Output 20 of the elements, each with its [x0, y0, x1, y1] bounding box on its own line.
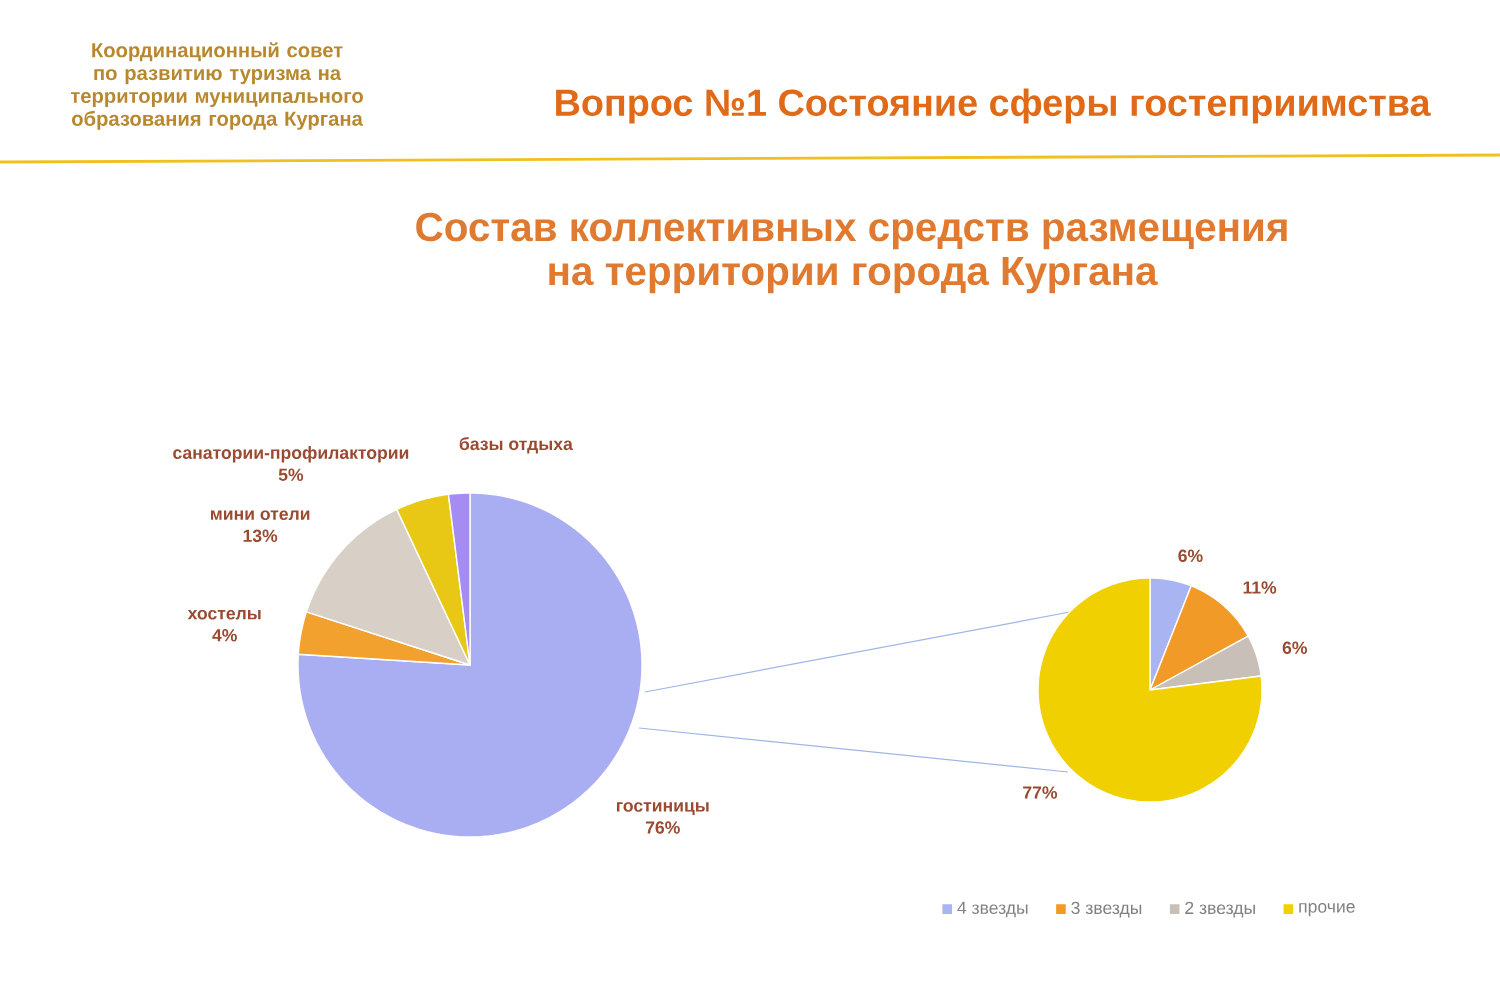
- data-label: 4%: [212, 629, 237, 642]
- text: Состав коллективных средств размещения на территории города Кургана: [416, 212, 1287, 294]
- legend-label: 3 звезды: [1071, 901, 1142, 918]
- slice-label: санатории-профилактории: [173, 446, 409, 463]
- legend-label: 2 звезды: [1185, 901, 1255, 918]
- data-label: 6%: [1178, 549, 1203, 562]
- text: Координационный совет по развитию туризма на территории муниципального образования города Кургана: [70, 42, 363, 130]
- slice-label: мини отели: [211, 510, 310, 521]
- slice-label: хостелы: [187, 609, 261, 620]
- legend-label: 4 звезды: [957, 901, 1028, 918]
- data-label: 5%: [278, 468, 304, 481]
- slice-label: базы отдыха: [459, 437, 573, 454]
- data-label: 13%: [243, 529, 278, 543]
- data-label: 11%: [1243, 581, 1277, 594]
- text: Вопрос №1 Состояние сферы гостеприимства: [556, 88, 1431, 124]
- data-label: 76%: [645, 821, 680, 834]
- data-label: 6%: [1282, 641, 1308, 654]
- slice-label: гостиницы: [616, 802, 709, 816]
- data-label: 77%: [1023, 786, 1058, 799]
- legend-label: прочие: [1299, 903, 1355, 917]
